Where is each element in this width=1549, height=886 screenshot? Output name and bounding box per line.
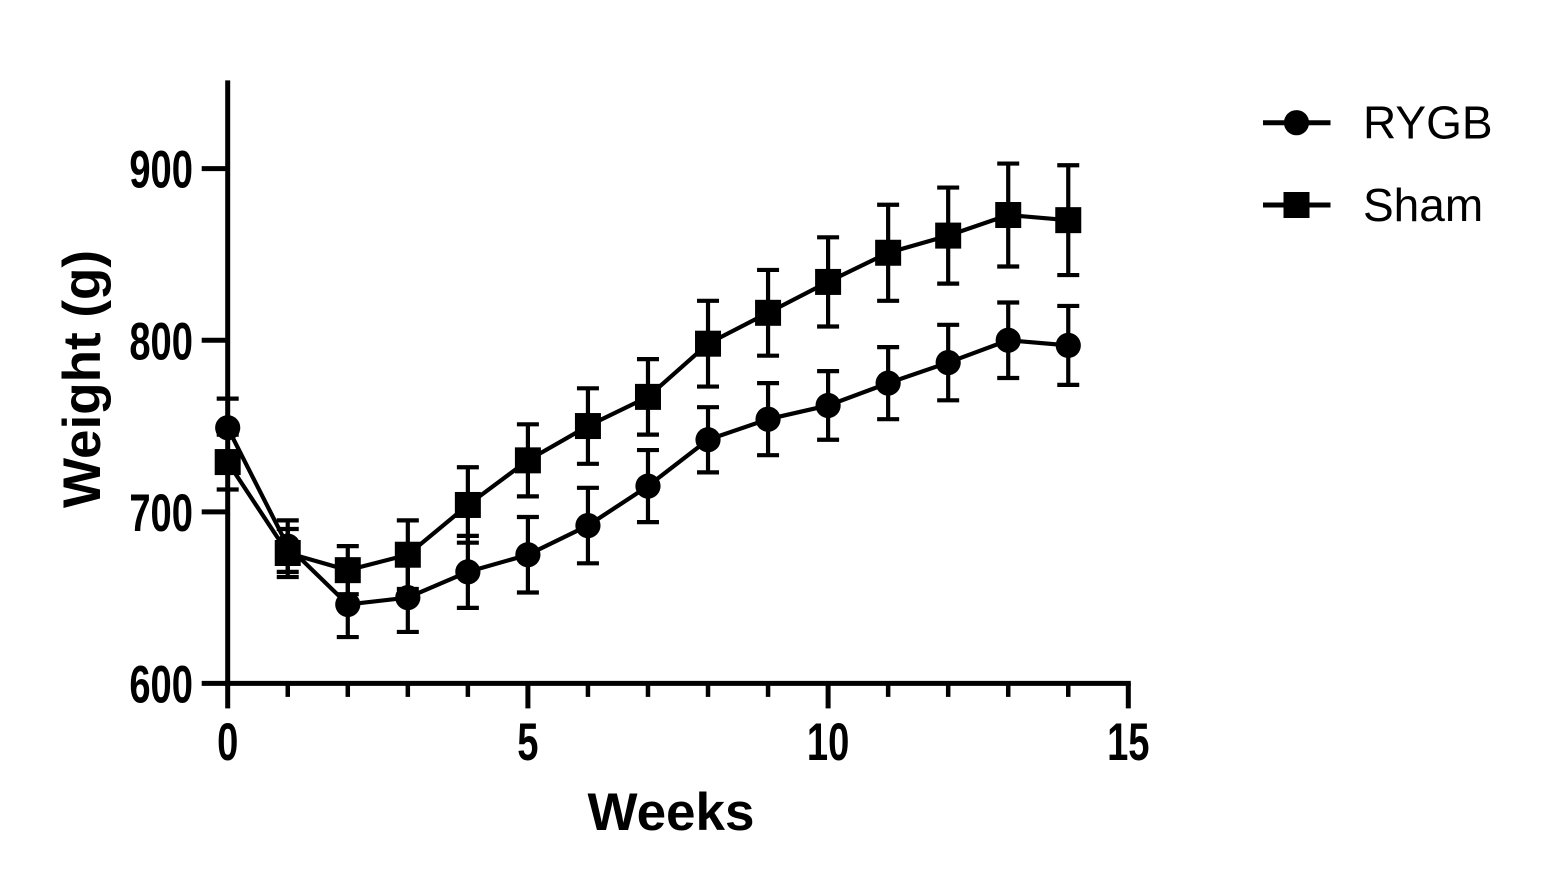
marker-circle-rygb-week-8 <box>695 427 721 453</box>
marker-square-sham-week-11 <box>875 239 902 266</box>
x-tick-label-0-text: 0 <box>217 712 238 772</box>
marker-square-sham-week-0 <box>214 449 241 476</box>
marker-square-sham-week-1 <box>274 540 301 567</box>
marker-circle-rygb-week-11 <box>875 370 901 396</box>
y-axis-title-text: Weight (g) <box>53 250 112 508</box>
marker-square-sham-week-2 <box>334 557 361 584</box>
marker-square-sham-week-4 <box>454 491 481 518</box>
y-tick-label-900-text: 900 <box>129 139 193 199</box>
marker-square-sham-week-3 <box>394 541 421 568</box>
x-tick-label-5-text: 5 <box>517 712 538 772</box>
y-tick-label-800-text: 800 <box>129 311 193 371</box>
y-tick-label-700-text: 700 <box>129 483 193 543</box>
x-tick-label-10-text: 10 <box>807 712 849 772</box>
y-tick-label-600: 600 <box>129 654 193 714</box>
y-tick-label-900: 900 <box>129 139 193 199</box>
legend-square-icon-sham <box>1283 192 1310 218</box>
series-sham <box>214 161 1082 597</box>
marker-circle-rygb-week-2 <box>335 591 361 618</box>
marker-square-sham-week-12 <box>935 222 962 249</box>
marker-square-sham-week-9 <box>755 299 782 326</box>
legend-row-sham: Sham <box>1263 179 1483 231</box>
marker-circle-rygb-week-9 <box>755 406 781 432</box>
y-axis-title: Weight (g) <box>53 250 112 508</box>
x-tick-label-5: 5 <box>517 712 538 772</box>
y-tick-label-600-text: 600 <box>129 654 193 714</box>
marker-square-sham-week-13 <box>995 202 1022 229</box>
y-tick-label-800: 800 <box>129 311 193 371</box>
marker-square-sham-week-7 <box>634 383 661 410</box>
marker-square-sham-week-14 <box>1055 207 1082 234</box>
x-tick-label-10: 10 <box>807 712 849 772</box>
legend-row-rygb: RYGB <box>1263 97 1493 149</box>
marker-circle-rygb-week-7 <box>635 473 661 499</box>
series-rygb <box>215 300 1081 640</box>
marker-square-sham-week-8 <box>695 330 722 357</box>
x-tick-label-0: 0 <box>217 712 238 772</box>
marker-circle-rygb-week-10 <box>815 392 841 419</box>
marker-square-sham-week-6 <box>574 413 601 440</box>
legend-label-rygb: RYGB <box>1363 97 1493 149</box>
x-axis-title: Weeks <box>588 783 755 842</box>
y-tick-label-700: 700 <box>129 483 193 543</box>
legend-circle-icon-rygb <box>1283 110 1310 136</box>
marker-square-sham-week-10 <box>815 268 842 295</box>
marker-circle-rygb-week-13 <box>995 327 1021 353</box>
marker-circle-rygb-week-6 <box>575 512 601 539</box>
marker-circle-rygb-week-5 <box>515 542 541 568</box>
x-tick-label-15-text: 15 <box>1107 712 1149 772</box>
legend: RYGB Sham <box>1263 97 1493 231</box>
x-tick-label-15: 15 <box>1107 712 1149 772</box>
marker-circle-rygb-week-3 <box>395 585 421 611</box>
marker-circle-rygb-week-4 <box>455 559 481 585</box>
marker-circle-rygb-week-12 <box>935 349 961 376</box>
x-axis-title-text: Weeks <box>588 783 755 842</box>
marker-square-sham-week-5 <box>514 447 541 474</box>
legend-label-sham: Sham <box>1363 179 1483 231</box>
marker-circle-rygb-week-14 <box>1055 332 1081 359</box>
